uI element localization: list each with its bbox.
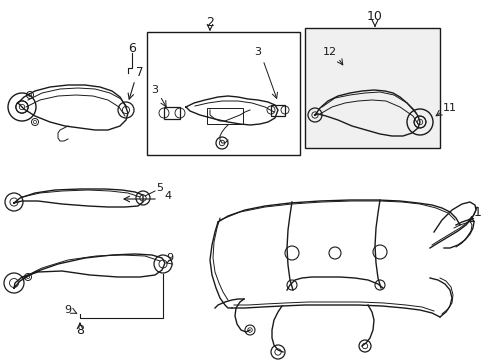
- Bar: [147, 32, 299, 155]
- Text: 3: 3: [254, 47, 261, 57]
- Text: 5: 5: [156, 183, 163, 193]
- Bar: [206, 108, 243, 124]
- Text: 7: 7: [136, 67, 143, 80]
- Text: 11: 11: [442, 103, 456, 113]
- Text: 10: 10: [366, 9, 382, 22]
- Text: 3: 3: [151, 85, 158, 95]
- Text: 1: 1: [473, 207, 481, 220]
- Text: 6: 6: [128, 41, 136, 54]
- Text: 9: 9: [64, 305, 71, 315]
- Bar: [305, 28, 439, 148]
- Text: 12: 12: [322, 47, 336, 57]
- Text: 4: 4: [164, 191, 171, 201]
- Bar: [270, 105, 285, 116]
- Text: 9: 9: [166, 253, 173, 263]
- Bar: [163, 107, 180, 119]
- Text: 2: 2: [205, 15, 214, 28]
- Text: 8: 8: [76, 324, 84, 337]
